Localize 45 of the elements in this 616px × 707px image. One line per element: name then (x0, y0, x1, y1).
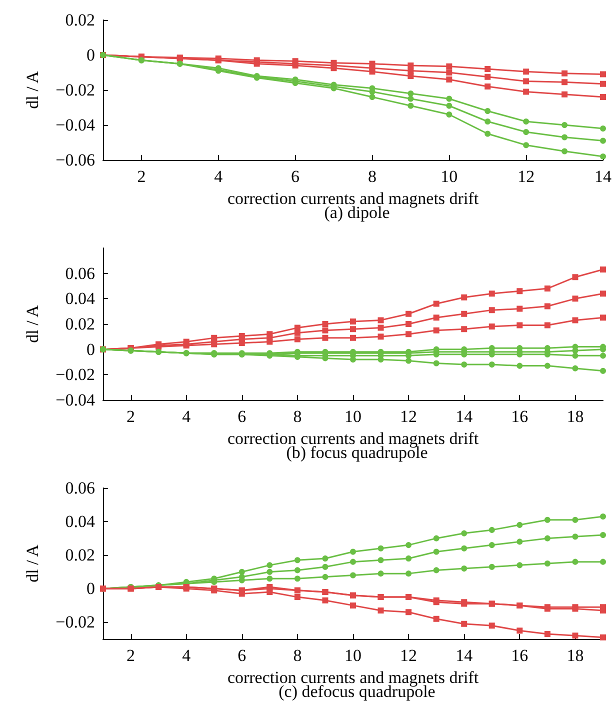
y-tick-label: 0 (86, 579, 95, 598)
text: (a) dipole (324, 203, 390, 222)
y-axis-title: dl / A (23, 70, 42, 109)
x-tick-label: 10 (344, 407, 362, 426)
x-tick-label: 18 (566, 407, 584, 426)
x-tick-label: 10 (344, 646, 362, 665)
y-tick-label: −0.02 (56, 80, 95, 100)
y-tick-label: −0.02 (56, 365, 95, 384)
x-tick-label: 16 (511, 407, 528, 426)
y-axis-title: dl / A (23, 544, 42, 582)
x-tick-label: 12 (518, 167, 535, 186)
x-tick-label: 2 (126, 646, 136, 665)
x-tick-label: 4 (182, 646, 192, 665)
y-tick-label: 0.02 (65, 10, 95, 30)
x-tick-label: 2 (137, 167, 146, 186)
x-tick-label: 18 (566, 646, 584, 665)
x-tick-label: 8 (368, 167, 376, 186)
y-tick-label: −0.02 (56, 612, 95, 632)
x-tick-label: 4 (214, 167, 224, 186)
x-tick-label: 12 (400, 407, 418, 426)
x-tick-label: 14 (456, 407, 474, 426)
y-tick-label: −0.04 (56, 116, 96, 134)
x-tick-label: 14 (594, 167, 612, 186)
y-tick-label: 0.06 (65, 264, 95, 283)
x-tick-label: 2 (126, 407, 136, 426)
y-tick-label: 0 (86, 46, 95, 64)
x-tick-label: 10 (440, 167, 458, 186)
y-tick-label: −0.06 (56, 150, 95, 170)
y-tick-label: 0.02 (65, 314, 95, 334)
x-tick-label: 6 (238, 407, 246, 426)
y-tick-label: 0.02 (65, 546, 95, 565)
x-tick-label: 8 (293, 646, 302, 665)
x-tick-label: 14 (456, 646, 474, 665)
y-tick-label: −0.04 (56, 390, 96, 410)
y-tick-label: 0.04 (65, 512, 96, 532)
x-tick-label: 6 (291, 167, 300, 186)
x-tick-label: 4 (182, 407, 192, 426)
x-tick-label: 16 (511, 646, 528, 665)
x-tick-label: 12 (400, 646, 418, 665)
y-axis-title: dl / A (23, 304, 42, 343)
x-tick-label: 6 (238, 646, 246, 665)
y-tick-label: 0.04 (65, 289, 96, 308)
y-tick-label: 0 (86, 340, 95, 359)
x-tick-label: 8 (293, 407, 302, 426)
y-tick-label: 0.06 (65, 478, 95, 498)
